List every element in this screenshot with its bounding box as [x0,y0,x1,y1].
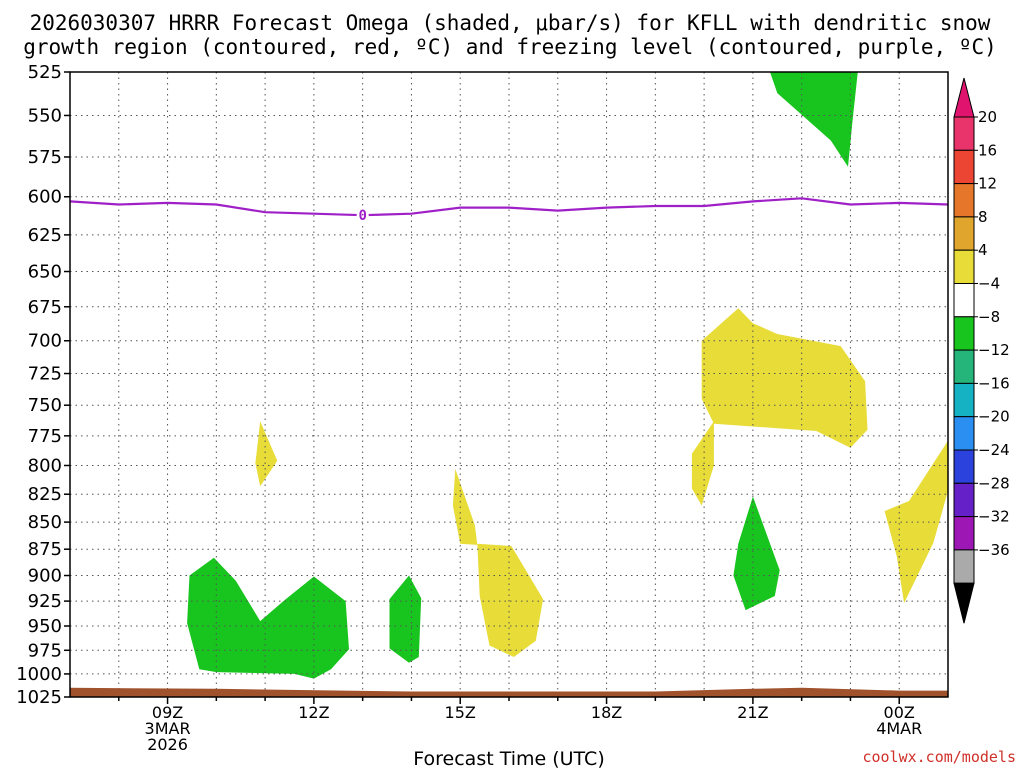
y-tick-label-925: 925 [28,591,62,612]
colorbar-segment-1 [953,149,975,185]
y-tick-label-775: 775 [28,426,62,447]
colorbar-legend: 20 16 12 8 4 −4 −8 −12 −16 −20 −24 −28 −32 −36 [953,77,1010,624]
colorbar-segment-8 [953,382,975,418]
y-tick-label-600: 600 [28,187,62,208]
freezing-level-label: 0 [358,208,366,224]
omega-shaded-regions [187,72,948,679]
x-tick-label-24-line1: 00Z [884,703,915,722]
colorbar-label-13: −36 [978,541,1010,559]
y-tick-label-975: 975 [28,640,62,661]
y-tick-label-750: 750 [28,395,62,416]
plot-area: 0 [69,71,949,698]
surface-ground-band [70,687,948,697]
y-tick-label-800: 800 [28,455,62,476]
omega-pos-near-16z [477,543,544,657]
y-tick-label-825: 825 [28,484,62,505]
x-axis-label: Forecast Time (UTC) [413,748,604,768]
site-credit: coolwx.com/models [862,748,1016,766]
x-tick-label-9-line2: 3MAR [145,719,191,738]
colorbar-label-4: 4 [978,241,988,259]
y-tick-label-700: 700 [28,331,62,352]
colorbar-label-7: −12 [978,341,1010,359]
colorbar-label-12: −32 [978,508,1010,526]
colorbar-segment-10 [953,449,975,484]
y-tick-label-550: 550 [28,105,62,126]
y-tick-label-900: 900 [28,566,62,587]
colorbar-label-0: 20 [978,108,997,126]
omega-neg-near-09z [187,557,349,679]
colorbar-bottom-arrow [953,582,975,624]
colorbar-segment-0 [953,116,975,151]
omega-neg-near-21z-upper [770,72,858,167]
omega-neg-near-21z-lower [733,496,780,611]
x-tick-label-9-line1: 09Z [152,703,183,722]
colorbar-segment-2 [953,183,975,218]
colorbar-segment-12 [953,516,975,551]
y-tick-label-525: 525 [28,62,62,83]
freezing-level-contour: 0 [69,197,949,224]
omega-neg-near-14z [389,575,422,663]
y-tick-label-575: 575 [28,147,62,168]
colorbar-segment-4 [953,249,975,284]
x-tick-label-21-line1: 21Z [737,703,768,722]
chart-title-line-1: 2026030307 HRRR Forecast Omega (shaded, … [30,11,991,35]
colorbar-label-8: −16 [978,374,1010,392]
x-tick-label-9-line3: 2026 [147,735,188,754]
colorbar-segment-6 [953,316,975,351]
y-tick-label-850: 850 [28,512,62,533]
omega-pos-near-19z [691,421,714,506]
y-axis: 525 550 575 600 625 650 675 700 725 750 775 800 825 8… [16,62,70,708]
colorbar-label-6: −8 [978,308,1000,326]
y-tick-label-725: 725 [28,364,62,385]
x-tick-label-18-line1: 18Z [591,703,622,722]
x-tick-label-12-line1: 12Z [298,703,329,722]
colorbar-segment-3 [953,216,975,251]
omega-pos-near-15z [452,469,478,545]
x-tick-label-15-line1: 15Z [445,703,476,722]
omega-pos-near-24z [884,440,948,604]
y-tick-label-875: 875 [28,539,62,560]
freezing-label-bg [356,207,369,224]
colorbar-label-5: −4 [978,275,1000,293]
chart-title-line-2: growth region (contoured, red, ºC) and f… [23,35,997,59]
omega-pos-near-11z [255,421,278,487]
colorbar-segment-11 [953,482,975,518]
colorbar-label-10: −24 [978,441,1010,459]
colorbar-label-1: 16 [978,141,997,159]
colorbar-segment-13 [953,549,975,584]
colorbar-label-9: −20 [978,408,1010,426]
colorbar-label-2: 12 [978,175,997,193]
y-tick-label-1025: 1025 [16,687,62,708]
surface-band [70,687,948,697]
y-tick-label-1000: 1000 [16,664,62,685]
colorbar-label-3: 8 [978,208,988,226]
freezing-level-line [69,197,949,217]
colorbar-segment-5 [953,283,975,318]
x-tick-label-24-line2: 4MAR [876,719,922,738]
y-tick-label-675: 675 [28,297,62,318]
y-tick-label-950: 950 [28,616,62,637]
colorbar-segment-9 [953,416,975,451]
omega-pos-near-20z [701,308,868,448]
y-tick-label-650: 650 [28,262,62,283]
colorbar-label-11: −28 [978,474,1010,492]
colorbar-top-arrow [953,77,975,118]
y-tick-label-625: 625 [28,225,62,246]
colorbar-segment-7 [953,349,975,384]
